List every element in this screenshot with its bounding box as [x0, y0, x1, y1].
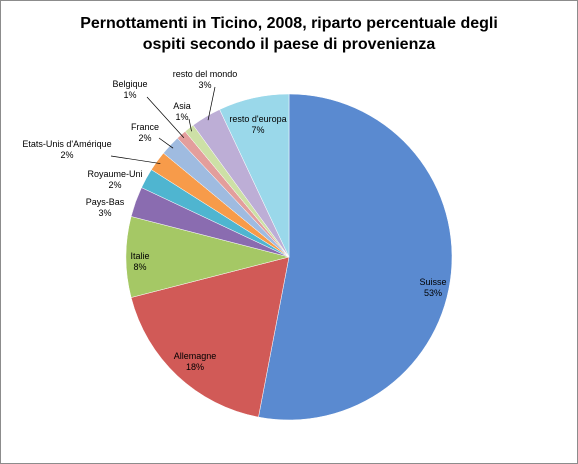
slice-label: Etats-Unis d'Amérique	[22, 139, 111, 149]
pie-slice	[258, 93, 453, 421]
slice-label: Italie	[130, 251, 149, 261]
slice-label: Allemagne	[174, 351, 217, 361]
slice-value-label: 18%	[186, 362, 204, 372]
leader-line	[146, 96, 185, 138]
slice-value-label: 8%	[133, 262, 146, 272]
slice-label: Belgique	[112, 79, 147, 89]
slice-value-label: 1%	[175, 112, 188, 122]
slice-label: Suisse	[419, 277, 446, 287]
leader-line	[110, 155, 161, 164]
slice-label: Asia	[173, 101, 191, 111]
slice-value-label: 3%	[198, 80, 211, 90]
title-box: Pernottamenti in Ticino, 2008, riparto p…	[1, 13, 577, 55]
slice-value-label: 7%	[251, 125, 264, 135]
slice-label: France	[131, 122, 159, 132]
pie-slice	[130, 256, 290, 418]
slice-label: Royaume-Uni	[87, 169, 142, 179]
slice-value-label: 2%	[108, 180, 121, 190]
slice-label: resto del mondo	[173, 69, 238, 79]
leader-line	[207, 86, 216, 121]
pie-slice	[219, 93, 290, 258]
leader-line	[188, 118, 192, 132]
slice-value-label: 1%	[123, 90, 136, 100]
slice-value-label: 53%	[424, 288, 442, 298]
chart-title: Pernottamenti in Ticino, 2008, riparto p…	[80, 15, 498, 53]
slice-value-label: 2%	[60, 150, 73, 160]
slice-label: resto d'europa	[229, 114, 286, 124]
slice-label: Pays-Bas	[86, 197, 125, 207]
slice-value-label: 3%	[98, 208, 111, 218]
leader-line	[158, 137, 174, 149]
slice-value-label: 2%	[138, 133, 151, 143]
